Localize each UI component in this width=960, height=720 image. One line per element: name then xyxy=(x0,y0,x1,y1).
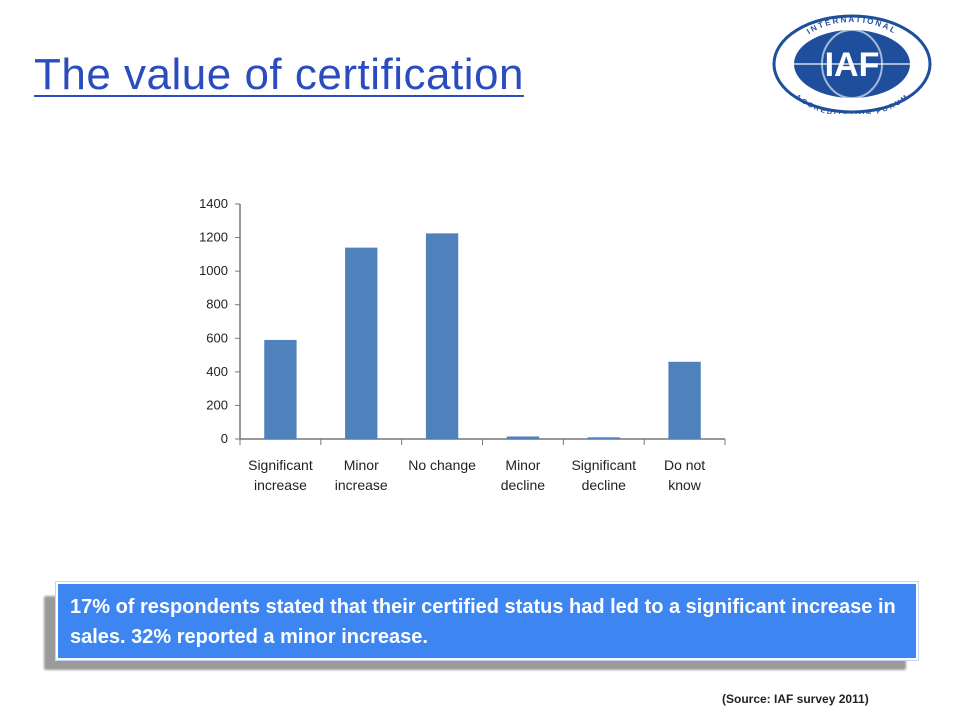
y-tick-label: 800 xyxy=(206,297,228,312)
logo-text: IAF xyxy=(825,46,880,84)
x-category-label: know xyxy=(668,477,702,493)
callout-text: 17% of respondents stated that their cer… xyxy=(70,596,896,648)
x-category-label: Significant xyxy=(248,457,313,473)
x-category-label: No change xyxy=(408,457,476,473)
x-category-label: Significant xyxy=(571,457,636,473)
x-category-label: Do not xyxy=(664,457,705,473)
bar-chart: 0 200 400 600 800 1000 1200 1400 Significant inc… xyxy=(199,196,726,493)
x-category-label: Minor xyxy=(505,457,540,473)
callout-box: 17% of respondents stated that their cer… xyxy=(56,582,918,660)
slide-title: The value of certification xyxy=(34,50,524,99)
bar xyxy=(587,437,620,439)
source-note: (Source: IAF survey 2011) xyxy=(722,692,869,706)
iaf-logo: IAF INTERNATIONAL ACCREDITATION FORUM xyxy=(772,14,932,114)
y-tick-label: 200 xyxy=(206,397,228,412)
bar xyxy=(506,436,540,439)
bar-series xyxy=(264,233,701,439)
bar xyxy=(668,361,701,439)
x-category-label: Minor xyxy=(344,457,379,473)
y-tick-label: 600 xyxy=(206,330,228,345)
y-tick-label: 1200 xyxy=(199,230,228,245)
y-tick-label: 1000 xyxy=(199,263,228,278)
bar xyxy=(425,233,459,439)
bar xyxy=(345,247,378,439)
y-tick-label: 1400 xyxy=(199,196,228,211)
x-axis xyxy=(239,438,726,445)
y-tick-label: 400 xyxy=(206,364,228,379)
x-category-label: increase xyxy=(335,477,388,493)
y-tick-label: 0 xyxy=(221,431,228,446)
x-category-label: increase xyxy=(254,477,307,493)
x-category-label: decline xyxy=(501,477,546,493)
category-labels: Significant increase Minor increase No chang… xyxy=(248,457,705,493)
y-axis: 0 200 400 600 800 1000 1200 1400 xyxy=(199,196,241,446)
x-category-label: decline xyxy=(582,477,627,493)
bar xyxy=(264,339,297,439)
